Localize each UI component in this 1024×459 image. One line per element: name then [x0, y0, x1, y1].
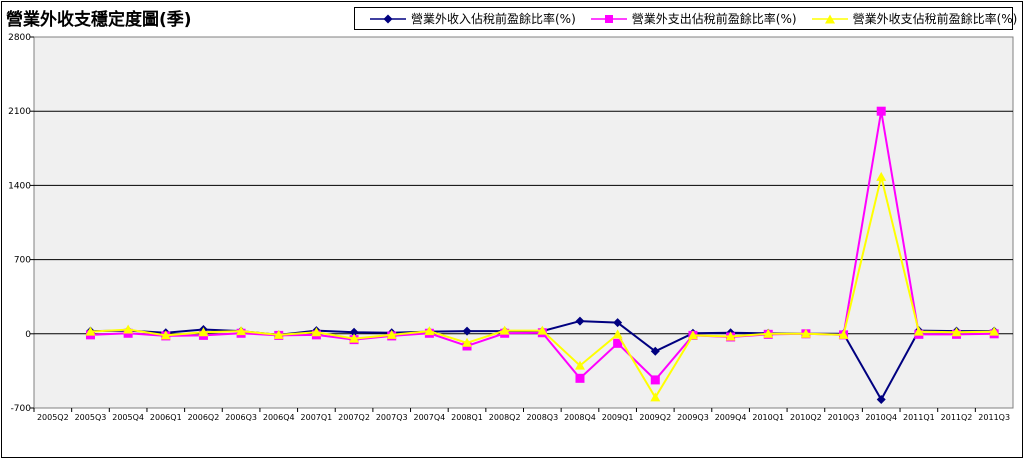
- data-point-triangle: [462, 337, 473, 347]
- legend-triangle-icon: [811, 14, 848, 23]
- chart-legend: 營業外收入佔稅前盈餘比率(%) 營業外支出佔稅前盈餘比率(%) 營業外收支佔稅前…: [354, 7, 1017, 30]
- data-point-triangle: [236, 326, 247, 336]
- data-point-triangle: [725, 331, 736, 341]
- data-point-diamond: [575, 316, 585, 326]
- x-tick-label: 2007Q3: [376, 413, 408, 422]
- y-tick-label: 1400: [8, 181, 31, 191]
- data-point-triangle: [763, 328, 774, 338]
- x-tick-label: 2007Q2: [338, 413, 370, 422]
- data-point-square: [613, 338, 623, 348]
- data-point-diamond: [876, 395, 886, 405]
- data-point-triangle: [198, 327, 209, 337]
- x-tick-label: 2010Q3: [828, 413, 860, 422]
- data-point-triangle: [123, 324, 134, 334]
- data-point-triangle: [273, 329, 284, 339]
- data-point-triangle: [349, 333, 360, 343]
- x-tick-label: 2008Q2: [489, 413, 521, 422]
- data-point-triangle: [386, 329, 397, 339]
- x-tick-label: 2009Q3: [677, 413, 709, 422]
- data-point-triangle: [160, 330, 171, 340]
- data-point-triangle: [951, 327, 962, 337]
- legend-item-expense: 營業外支出佔稅前盈餘比率(%): [590, 10, 797, 27]
- data-point-triangle: [499, 325, 510, 335]
- x-tick-label: 2006Q1: [150, 413, 182, 422]
- data-point-triangle: [800, 328, 811, 338]
- data-point-triangle: [650, 392, 661, 402]
- legend-item-net: 營業外收支佔稅前盈餘比率(%): [811, 10, 1018, 27]
- x-tick-label: 2006Q2: [188, 413, 220, 422]
- x-tick-label: 2008Q1: [451, 413, 483, 422]
- data-point-triangle: [574, 360, 585, 370]
- data-point-square: [650, 375, 660, 385]
- data-point-triangle: [612, 329, 623, 339]
- x-tick-label: 2010Q4: [865, 413, 897, 422]
- plot-area: [33, 36, 1014, 409]
- legend-square-icon: [590, 14, 627, 23]
- x-tick-label: 2011Q2: [941, 413, 973, 422]
- data-point-triangle: [838, 329, 849, 339]
- data-point-square: [575, 373, 585, 383]
- data-point-square: [876, 106, 886, 116]
- y-tick-label: -700: [11, 404, 32, 414]
- data-point-triangle: [687, 330, 698, 340]
- x-tick-label: 2010Q1: [752, 413, 784, 422]
- x-tick-label: 2011Q1: [903, 413, 935, 422]
- x-tick-label: 2006Q4: [263, 413, 295, 422]
- y-tick-label: 0: [25, 330, 31, 340]
- data-point-triangle: [537, 325, 548, 335]
- legend-item-income: 營業外收入佔稅前盈餘比率(%): [369, 10, 576, 27]
- x-tick-label: 2005Q4: [112, 413, 144, 422]
- x-tick-label: 2005Q3: [75, 413, 107, 422]
- x-tick-label: 2009Q4: [715, 413, 747, 422]
- x-tick-label: 2005Q2: [37, 413, 69, 422]
- x-tick-label: 2009Q1: [602, 413, 634, 422]
- legend-label-net: 營業外收支佔稅前盈餘比率(%): [852, 12, 1018, 26]
- data-point-triangle: [85, 326, 96, 336]
- x-tick-label: 2008Q4: [564, 413, 596, 422]
- y-tick-label: 2100: [8, 107, 31, 117]
- y-tick-label: 2800: [8, 33, 31, 43]
- data-point-triangle: [989, 326, 1000, 336]
- y-tick-label: 700: [14, 256, 31, 266]
- x-tick-label: 2008Q3: [526, 413, 558, 422]
- x-tick-label: 2010Q2: [790, 413, 822, 422]
- legend-diamond-icon: [370, 14, 406, 23]
- legend-label-expense: 營業外支出佔稅前盈餘比率(%): [631, 12, 797, 26]
- x-tick-label: 2007Q4: [413, 413, 445, 422]
- series-2: [85, 171, 1000, 402]
- legend-label-income: 營業外收入佔稅前盈餘比率(%): [411, 12, 576, 26]
- data-point-diamond: [462, 326, 472, 336]
- x-tick-label: 2009Q2: [639, 413, 671, 422]
- x-tick-label: 2007Q1: [301, 413, 333, 422]
- data-point-diamond: [650, 346, 660, 356]
- data-point-diamond: [613, 318, 623, 328]
- x-tick-label: 2006Q3: [225, 413, 257, 422]
- data-point-diamond: [349, 327, 359, 337]
- data-point-triangle: [424, 326, 435, 336]
- data-point-triangle: [876, 171, 887, 181]
- x-tick-label: 2011Q3: [978, 413, 1010, 422]
- chart-title: 營業外收支穩定度圖(季): [6, 10, 192, 30]
- data-point-triangle: [311, 327, 322, 337]
- data-point-triangle: [913, 326, 924, 336]
